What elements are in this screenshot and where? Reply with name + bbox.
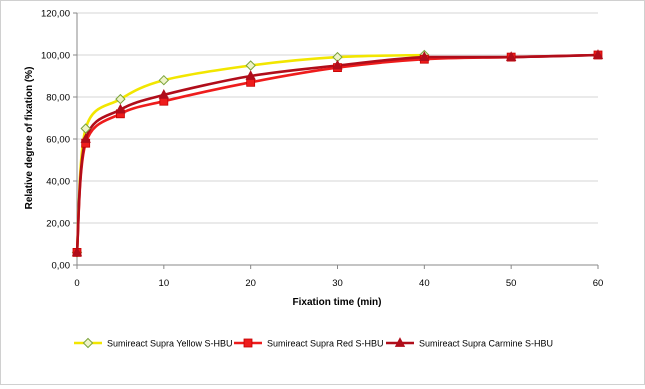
data-point-s2-7 [506,51,517,61]
legend-label-1: Sumireact Supra Red S-HBU [267,339,384,349]
data-point-s2-4 [245,70,256,80]
y-tick-label-1: 20,00 [46,219,70,230]
y-tick-label-4: 80,00 [46,93,70,104]
y-tick-label-2: 40,00 [46,177,70,188]
axes [73,12,599,269]
legend-marker-0 [82,337,94,349]
legend-item-2: Sumireact Supra Carmine S-HBU [386,337,553,349]
x-tick-label-0: 0 [74,278,79,289]
data-point-s2-5 [332,59,343,70]
data-point-s2-2 [115,103,126,114]
y-tick-label-0: 0,00 [52,261,71,272]
x-tick-label-5: 50 [506,278,517,289]
data-point-s0-1 [80,123,91,134]
legend: Sumireact Supra Yellow S-HBU Sumireact Su… [74,337,553,349]
x-tick-label-3: 30 [332,278,343,289]
legend-item-1: Sumireact Supra Red S-HBU [234,339,384,349]
x-tick-labels: 0 10 20 30 40 50 60 [74,278,603,289]
series-markers [71,49,604,258]
y-tick-labels: 0,00 20,00 40,00 60,00 80,00 100,00 120,00 [41,9,70,272]
y-tick-label-5: 100,00 [41,51,70,62]
gridlines [77,12,598,224]
legend-label-2: Sumireact Supra Carmine S-HBU [419,339,553,349]
data-point-s2-6 [419,51,430,61]
x-tick-label-1: 10 [159,278,170,289]
data-point-s2-1 [80,133,91,143]
legend-marker-2 [394,337,406,347]
legend-item-0: Sumireact Supra Yellow S-HBU [74,337,233,349]
data-point-s0-3 [158,74,170,86]
x-axis-label: Fixation time (min) [293,297,382,308]
legend-marker-1 [243,338,253,348]
data-point-s0-2 [115,93,126,105]
legend-label-0: Sumireact Supra Yellow S-HBU [107,339,233,349]
data-point-s2-3 [158,89,169,99]
y-tick-label-6: 120,00 [41,9,70,20]
x-tick-label-4: 40 [419,278,430,289]
x-tick-label-6: 60 [593,278,604,289]
data-point-s2-0 [71,246,83,257]
x-tick-label-2: 20 [245,278,256,289]
y-tick-label-3: 60,00 [46,135,70,146]
data-point-s2-8 [592,49,604,59]
data-point-s0-4 [245,60,256,71]
y-axis-label: Relative degree of fixation (%) [24,67,35,210]
